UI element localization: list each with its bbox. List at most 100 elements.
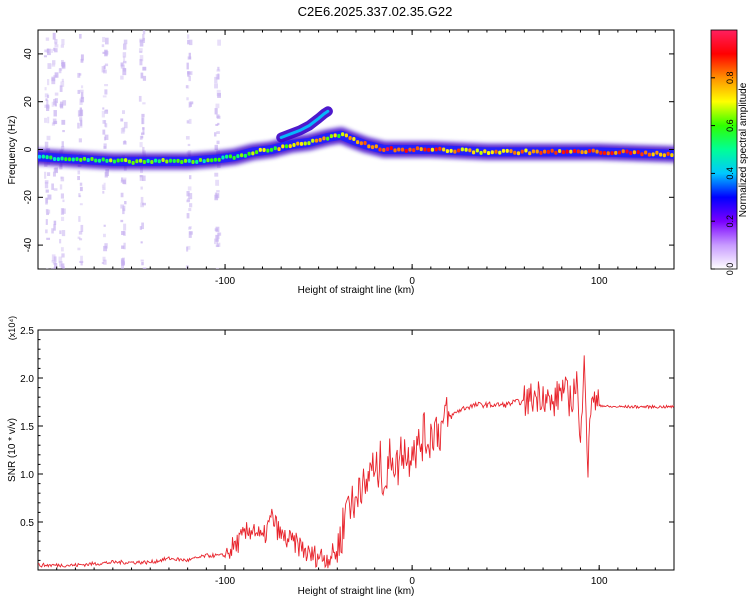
noise-speckle [101, 110, 105, 118]
ridge-cell [475, 148, 479, 153]
noise-speckle [123, 242, 126, 250]
ridge-cell [314, 138, 319, 143]
colorbar-tick-label: 0.8 [725, 72, 735, 85]
noise-speckle [80, 92, 84, 100]
noise-speckle [120, 192, 124, 198]
noise-speckle [60, 216, 65, 222]
ridge-cell [135, 159, 139, 164]
noise-speckle [187, 186, 192, 191]
ridge-cell [247, 151, 251, 156]
noise-speckle [214, 132, 217, 137]
noise-speckle [215, 268, 219, 269]
noise-speckle [120, 62, 124, 67]
colorbar: 0.0 0.2 0.4 0.6 0.8 Normalized spectral ampl… [710, 29, 749, 275]
ridge-cell [341, 132, 345, 137]
noise-speckle [60, 208, 65, 215]
ridge-cell [269, 147, 274, 152]
noise-speckle [44, 104, 49, 108]
ridge-cell [614, 150, 618, 155]
noise-speckle [142, 267, 147, 269]
noise-speckle [79, 238, 83, 241]
noise-speckle [138, 48, 143, 53]
ridge-cell [565, 149, 569, 154]
ridge-cell [546, 149, 550, 154]
noise-speckle [101, 261, 104, 265]
ridge-cell [513, 150, 517, 155]
y-tick-label: 40 [23, 48, 34, 60]
ridge-cell [539, 150, 543, 155]
noise-speckle [186, 34, 190, 39]
ridge-cell [90, 157, 94, 162]
noise-speckle [58, 256, 63, 263]
noise-speckle [187, 56, 192, 60]
noise-speckle [122, 208, 125, 215]
noise-speckle [123, 39, 128, 45]
noise-speckle [79, 34, 82, 39]
noise-speckle [142, 128, 145, 134]
noise-speckle [103, 245, 108, 252]
ridge-cell [67, 157, 72, 162]
spectrogram-marks [38, 30, 674, 269]
noise-speckle [141, 261, 144, 266]
noise-speckle [77, 89, 81, 94]
ridge-cell [415, 146, 420, 151]
spectrogram-xlabel: Height of straight line (km) [298, 285, 415, 296]
noise-speckle [102, 95, 107, 98]
noise-speckle [51, 63, 56, 67]
noise-speckle [51, 260, 54, 263]
noise-speckle [61, 39, 65, 46]
ridge-cell [329, 134, 334, 139]
noise-speckle [214, 172, 219, 177]
ridge-cell [655, 150, 659, 155]
snr-axes: -100 0 100 0.5 1.0 1.5 2.0 2.5 [20, 326, 674, 587]
ridge-cell [647, 152, 652, 157]
ridge-cell [587, 149, 592, 154]
noise-speckle [101, 66, 106, 73]
ridge-cell [168, 158, 173, 163]
snr-panel: -100 0 100 0.5 1.0 1.5 2.0 2.5 Height of straig… [7, 316, 675, 597]
ridge-cell [584, 150, 588, 155]
noise-speckle [79, 203, 83, 206]
noise-speckle [54, 72, 59, 78]
noise-speckle [47, 194, 52, 200]
noise-speckle [217, 122, 220, 126]
noise-speckle [103, 224, 106, 227]
noise-speckle [44, 93, 49, 98]
ridge-cell [602, 150, 607, 155]
noise-speckle [105, 37, 109, 45]
noise-speckle [53, 98, 56, 106]
ridge-cell [397, 147, 401, 152]
ridge-cell [501, 148, 506, 153]
ridge-cell [195, 159, 199, 164]
noise-speckle [122, 67, 127, 72]
noise-speckle [79, 186, 83, 192]
noise-speckle [80, 96, 85, 103]
noise-speckle [61, 253, 65, 258]
noise-speckle [122, 257, 125, 265]
ridge-cell [254, 150, 259, 155]
ridge-cell [363, 141, 367, 146]
ridge-cell [258, 147, 262, 152]
ridge-cell [56, 157, 60, 162]
ridge-cell [531, 149, 536, 154]
ridge-cell [176, 158, 180, 163]
noise-speckle [44, 87, 47, 91]
ridge-cell [82, 156, 87, 161]
noise-speckle [60, 193, 64, 199]
colorbar-tick-label: 0.4 [725, 167, 735, 180]
noise-speckle [123, 56, 126, 61]
colorbar-tick-label: 0.6 [725, 119, 735, 132]
noise-speckle [123, 177, 127, 185]
noise-speckle [53, 188, 58, 191]
ridge-cell [288, 144, 292, 149]
ridge-cell [471, 150, 476, 155]
noise-speckle [80, 255, 83, 262]
ridge-cell [38, 154, 42, 159]
ridge-cell [505, 148, 509, 153]
ridge-cell [41, 154, 45, 159]
noise-speckle [53, 256, 57, 263]
noise-speckle [77, 247, 81, 251]
noise-speckle [217, 232, 222, 236]
noise-speckle [78, 231, 83, 235]
